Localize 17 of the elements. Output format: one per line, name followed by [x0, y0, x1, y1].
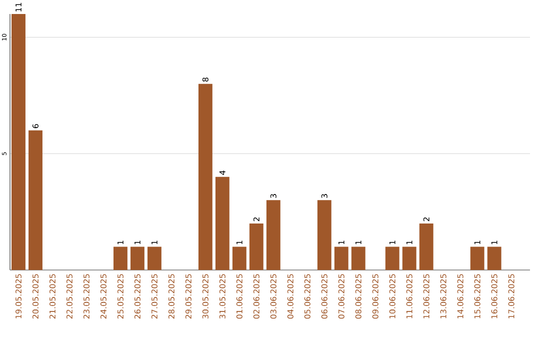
bar [249, 223, 264, 270]
bar [215, 176, 230, 270]
bar [470, 246, 484, 270]
bar [147, 246, 162, 270]
bar [351, 246, 366, 270]
bar [317, 200, 332, 270]
bar [487, 246, 502, 270]
bar [113, 246, 128, 270]
bar [28, 130, 42, 270]
bar [385, 246, 400, 270]
bar [402, 246, 416, 270]
bar [334, 246, 348, 270]
bar [130, 246, 144, 270]
bar [266, 200, 280, 270]
bar [419, 223, 434, 270]
bar [232, 246, 246, 270]
bar [198, 84, 212, 270]
